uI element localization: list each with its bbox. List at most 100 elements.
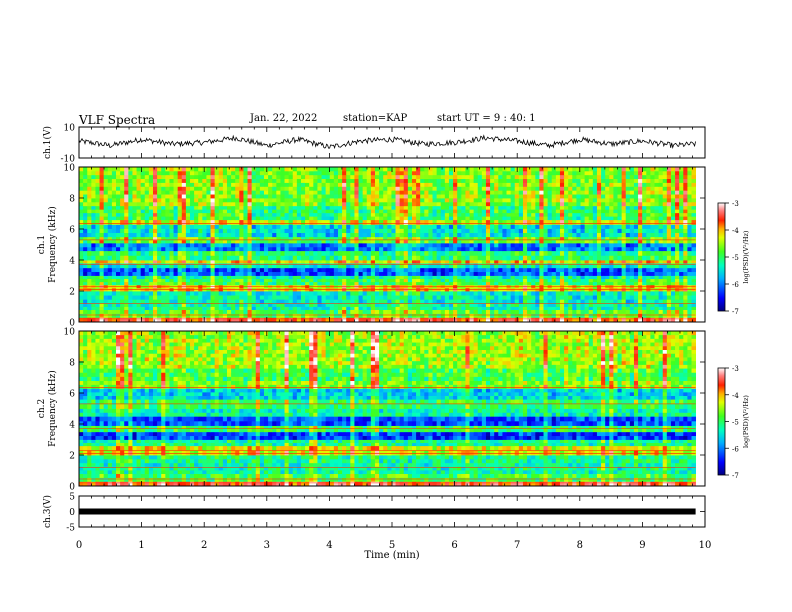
spectrogram-cell [79, 309, 84, 314]
spectrogram-cell [276, 236, 281, 241]
spectrogram-cell [189, 209, 195, 214]
spectrogram-cell [650, 306, 655, 310]
spectrogram-cell [157, 224, 162, 229]
spectrogram-cell [547, 260, 553, 264]
spectrogram-cell [547, 313, 553, 318]
spectrogram-cell [473, 263, 479, 269]
spectrogram-cell [613, 278, 618, 283]
spectrogram-cell [539, 209, 544, 214]
spectrogram-cell [502, 295, 507, 300]
spectrogram-cell [473, 275, 479, 279]
spectrogram-cell [173, 239, 179, 244]
spectrogram-cell [506, 228, 512, 234]
spectrogram-cell [596, 205, 602, 210]
spectrogram-cell [165, 313, 170, 318]
spectrogram-cell [613, 303, 618, 307]
spectrogram-cell [555, 246, 561, 252]
spectrogram-cell [490, 260, 495, 264]
spectrogram-cell [387, 250, 392, 256]
spectrogram-cell [527, 281, 532, 286]
spectrogram-cell [670, 267, 676, 273]
spectrogram-cell [329, 306, 335, 310]
spectrogram-cell [592, 216, 598, 221]
spectrogram-cell [198, 228, 203, 234]
spectrogram-cell [522, 255, 528, 261]
spectrogram-cell [214, 228, 220, 234]
spectrogram-cell [148, 263, 154, 269]
ch1-spectrogram-cells [79, 167, 697, 323]
spectrogram-cell [625, 212, 631, 217]
spectrogram-cell [658, 275, 664, 279]
spectrogram-cell [518, 205, 524, 210]
spectrogram-cell [329, 303, 335, 307]
spectrogram-cell [305, 299, 310, 304]
spectrogram-cell [633, 291, 639, 296]
spectrogram-cell [333, 278, 339, 283]
spectrogram-cell [383, 224, 388, 229]
spectrogram-cell [272, 205, 277, 210]
spectrogram-cell [317, 291, 322, 296]
spectrogram-cell [670, 219, 676, 225]
spectrogram-cell [588, 303, 594, 307]
spectrogram-cell [379, 271, 384, 276]
spectrogram-cell [313, 275, 318, 279]
spectrogram-cell [473, 291, 479, 296]
spectrogram-cell [621, 291, 627, 296]
spectrogram-cell [683, 275, 688, 279]
spectrogram-cell [448, 224, 454, 229]
spectrogram-cell [654, 236, 660, 241]
spectrogram-cell [506, 295, 512, 300]
spectrogram-cell [679, 224, 684, 229]
spectrogram-cell [494, 317, 499, 323]
spectrogram-cell [473, 255, 479, 261]
spectrogram-cell [206, 198, 211, 203]
spectrogram-cell [436, 212, 442, 217]
spectrogram-cell [313, 255, 318, 261]
spectrogram-cell [444, 267, 450, 273]
spectrogram-cell [95, 267, 100, 273]
spectrogram-cell [128, 216, 133, 221]
spectrogram-cell [444, 236, 450, 241]
spectrogram-cell [173, 278, 179, 283]
spectrogram-cell [132, 250, 137, 256]
spectrogram-cell [391, 306, 396, 310]
spectrogram-cell [321, 209, 327, 214]
spectrogram-cell [522, 246, 528, 252]
spectrogram-cell [366, 209, 372, 214]
spectrogram-cell [494, 246, 499, 252]
spectrogram-cell [633, 219, 639, 225]
spectrogram-cell [551, 306, 557, 310]
spectrogram-cell [584, 236, 590, 241]
spectrogram-cell [407, 250, 413, 256]
spectrogram-cell [120, 295, 125, 300]
spectrogram-cell [453, 306, 458, 310]
spectrogram-cell [522, 239, 528, 244]
spectrogram-cell [91, 201, 96, 207]
spectrogram-cell [95, 198, 100, 203]
spectrogram-cell [235, 267, 240, 273]
spectrogram-cell [588, 205, 594, 210]
spectrogram-cell [547, 232, 553, 238]
spectrogram-cell [383, 212, 388, 217]
spectrogram-cell [194, 239, 199, 244]
spectrogram-cell [510, 236, 516, 241]
spectrogram-cell [140, 267, 146, 273]
spectrogram-cell [654, 209, 660, 214]
spectrogram-cell [169, 219, 174, 225]
spectrogram-cell [165, 271, 170, 276]
spectrogram-cell [194, 224, 199, 229]
spectrogram-cell [95, 306, 100, 310]
spectrogram-cell [366, 275, 372, 279]
spectrogram-cell [379, 281, 384, 286]
spectrogram-cell [342, 295, 347, 300]
spectrogram-cell [580, 232, 586, 238]
spectrogram-cell [255, 198, 261, 203]
spectrogram-cell [157, 205, 162, 210]
spectrogram-cell [613, 224, 618, 229]
spectrogram-cell [268, 271, 273, 276]
spectrogram-cell [522, 303, 528, 307]
spectrogram-cell [638, 232, 643, 238]
spectrogram-cell [490, 216, 495, 221]
spectrogram-cell [165, 278, 170, 283]
spectrogram-cell [531, 260, 536, 264]
